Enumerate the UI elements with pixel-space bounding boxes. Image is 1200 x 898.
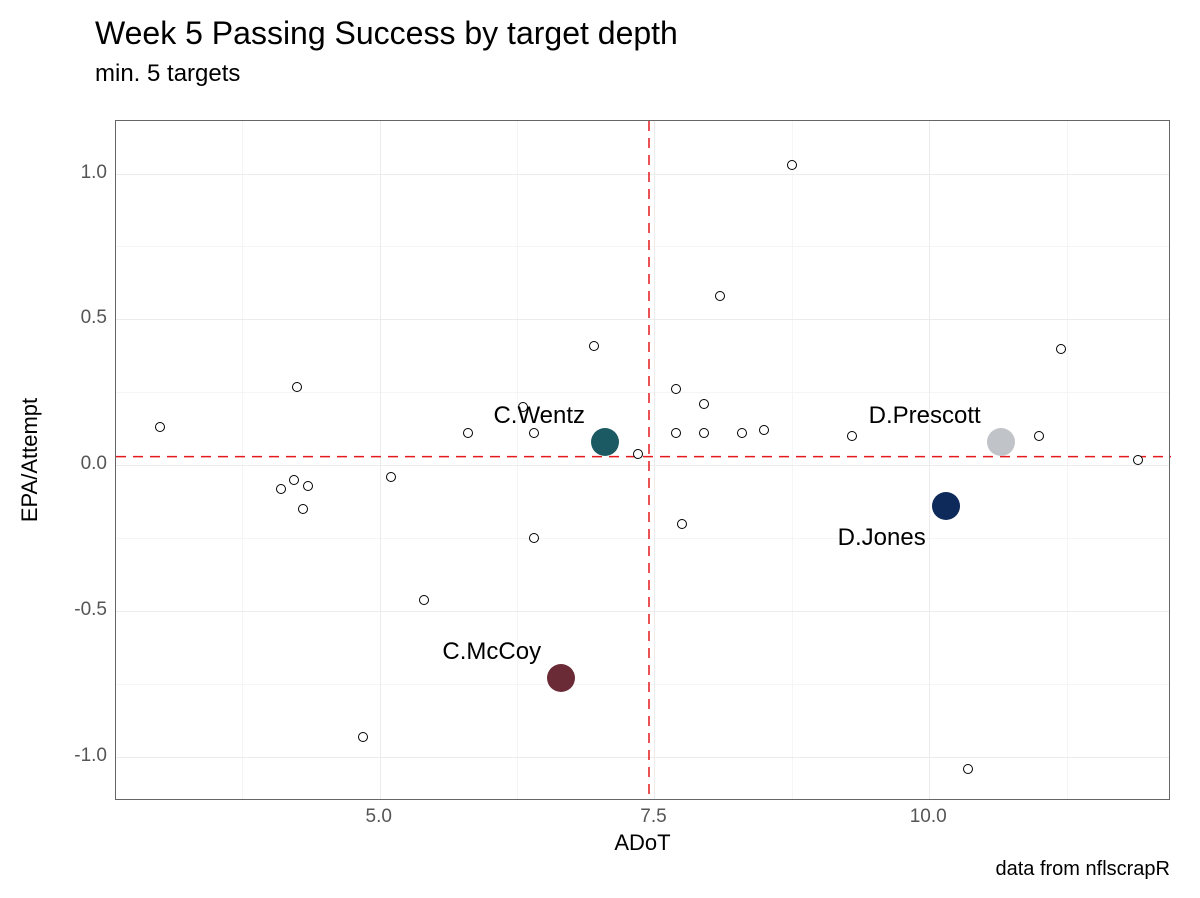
reference-lines (116, 121, 1171, 801)
y-tick-label: -0.5 (74, 599, 107, 621)
highlighted-label: D.Jones (838, 524, 926, 552)
highlighted-label: C.McCoy (442, 638, 541, 666)
scatter-point (699, 428, 709, 438)
highlighted-label: D.Prescott (869, 402, 981, 430)
y-tick-label: 1.0 (81, 162, 107, 184)
scatter-point (463, 428, 473, 438)
scatter-point (671, 384, 681, 394)
chart-title: Week 5 Passing Success by target depth (95, 15, 678, 52)
scatter-point (386, 472, 396, 482)
scatter-point (847, 431, 857, 441)
scatter-point (677, 519, 687, 529)
highlighted-point (987, 428, 1015, 456)
scatter-point (419, 595, 429, 605)
plot-panel: C.Wentz C.McCoy D.Prescott D.Jones (115, 120, 1170, 800)
y-tick-label: 0.5 (81, 307, 107, 329)
scatter-point (276, 484, 286, 494)
x-tick-label: 10.0 (910, 806, 947, 828)
scatter-point (1056, 344, 1066, 354)
scatter-point (715, 291, 725, 301)
chart-caption: data from nflscrapR (995, 858, 1170, 881)
scatter-point (759, 425, 769, 435)
scatter-point (358, 732, 368, 742)
x-tick-label: 5.0 (366, 806, 392, 828)
chart-root: { "title": "Week 5 Passing Success by ta… (0, 0, 1200, 898)
x-tick-label: 7.5 (640, 806, 666, 828)
scatter-point (963, 764, 973, 774)
y-axis-label: EPA/Attempt (17, 398, 43, 522)
scatter-point (289, 475, 299, 485)
y-tick-label: 0.0 (81, 453, 107, 475)
highlighted-label: C.Wentz (493, 402, 585, 430)
scatter-point (787, 160, 797, 170)
scatter-point (155, 422, 165, 432)
scatter-point (303, 481, 313, 491)
scatter-point (737, 428, 747, 438)
highlighted-point (591, 428, 619, 456)
scatter-point (292, 382, 302, 392)
highlighted-point (932, 492, 960, 520)
x-axis-label: ADoT (614, 830, 670, 856)
scatter-point (1034, 431, 1044, 441)
highlighted-point (547, 664, 575, 692)
chart-subtitle: min. 5 targets (95, 60, 240, 88)
y-tick-label: -1.0 (74, 745, 107, 767)
scatter-point (633, 449, 643, 459)
scatter-point (1133, 455, 1143, 465)
scatter-point (529, 533, 539, 543)
scatter-point (699, 399, 709, 409)
scatter-point (589, 341, 599, 351)
scatter-point (298, 504, 308, 514)
scatter-point (671, 428, 681, 438)
